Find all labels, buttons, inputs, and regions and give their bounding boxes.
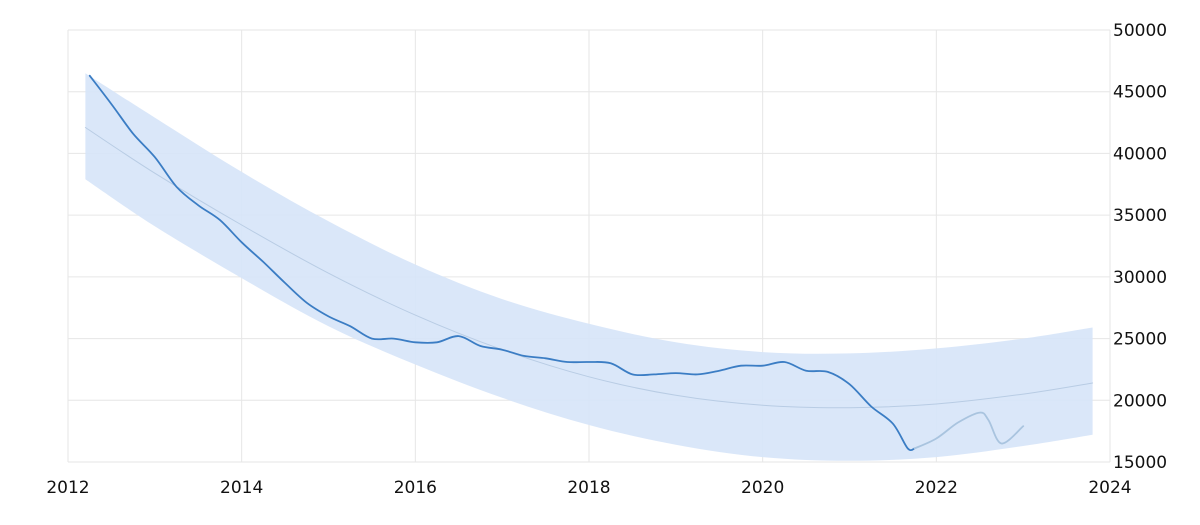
x-tick-label: 2020 [741,478,784,498]
x-tick-label: 2018 [567,478,610,498]
y-axis-ticks: 15000 20000 25000 30000 35000 40000 45000 50000 [1113,21,1167,473]
y-tick-label: 25000 [1113,330,1167,350]
actual-line [88,74,916,452]
y-tick-label: 15000 [1113,453,1167,473]
y-tick-label: 20000 [1113,391,1167,411]
x-tick-label: 2022 [915,478,958,498]
y-tick-label: 30000 [1113,268,1167,288]
forecast-line [913,411,1025,450]
x-tick-label: 2024 [1088,478,1131,498]
x-tick-label: 2012 [46,478,89,498]
y-tick-label: 35000 [1113,206,1167,226]
x-axis-ticks: 2012 2014 2016 2018 2020 2022 2024 [46,478,1131,498]
trend-line [84,127,1094,409]
forecast-band [85,73,1093,461]
y-tick-label: 45000 [1113,83,1167,103]
x-tick-label: 2014 [220,478,263,498]
y-tick-label: 40000 [1113,144,1167,164]
x-tick-label: 2016 [394,478,437,498]
y-tick-label: 50000 [1113,21,1167,41]
